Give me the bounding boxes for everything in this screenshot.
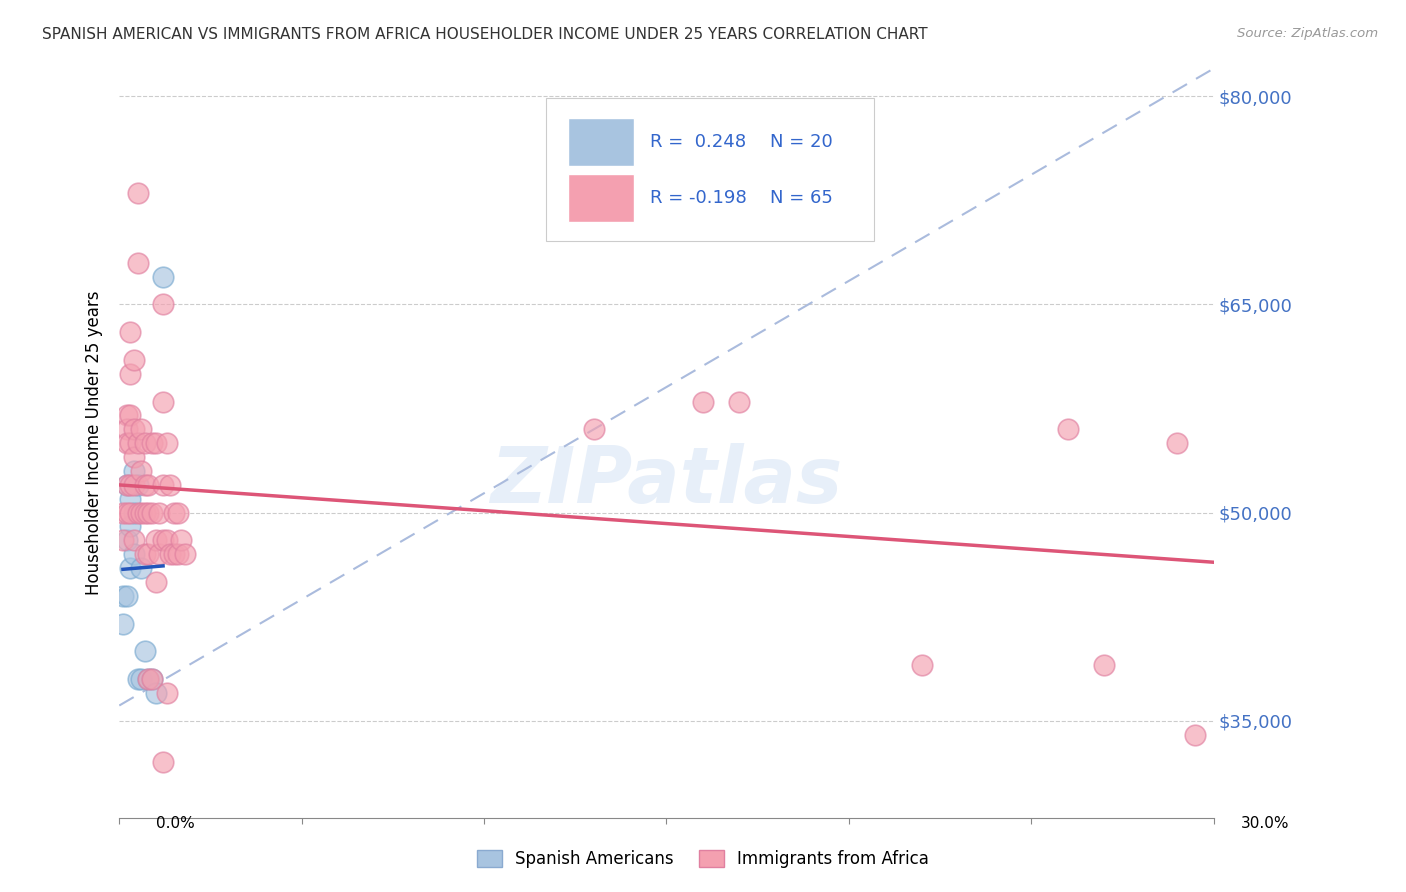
Point <box>111 616 134 631</box>
Point <box>115 409 138 423</box>
Point <box>120 409 142 423</box>
Point <box>170 533 193 548</box>
Point <box>156 533 179 548</box>
Point <box>127 672 149 686</box>
Point <box>138 672 160 686</box>
Point <box>145 436 167 450</box>
Point <box>692 394 714 409</box>
Point <box>122 533 145 548</box>
Point <box>148 506 170 520</box>
Point <box>141 436 163 450</box>
Point <box>159 478 181 492</box>
Text: R = -0.198: R = -0.198 <box>650 189 747 207</box>
Point <box>163 506 186 520</box>
Point <box>582 422 605 436</box>
Point <box>122 547 145 561</box>
Point <box>911 658 934 673</box>
Point <box>1184 728 1206 742</box>
Point <box>1166 436 1188 450</box>
Point <box>152 756 174 770</box>
Point <box>174 547 197 561</box>
Text: Source: ZipAtlas.com: Source: ZipAtlas.com <box>1237 27 1378 40</box>
Point <box>111 506 134 520</box>
Point <box>111 533 134 548</box>
Point <box>166 506 188 520</box>
Point <box>134 547 156 561</box>
Point <box>141 672 163 686</box>
Point <box>134 506 156 520</box>
Point <box>159 547 181 561</box>
Point <box>122 422 145 436</box>
Text: N = 65: N = 65 <box>770 189 834 207</box>
Point <box>141 672 163 686</box>
Point <box>148 547 170 561</box>
Point <box>129 422 152 436</box>
Point <box>115 422 138 436</box>
Point <box>120 367 142 381</box>
FancyBboxPatch shape <box>568 118 634 166</box>
Point <box>145 574 167 589</box>
Point <box>115 478 138 492</box>
Point <box>115 589 138 603</box>
Point <box>129 464 152 478</box>
Point <box>129 506 152 520</box>
Point <box>120 436 142 450</box>
Point <box>111 589 134 603</box>
Point <box>122 464 145 478</box>
Point <box>127 256 149 270</box>
Point <box>120 506 142 520</box>
Text: SPANISH AMERICAN VS IMMIGRANTS FROM AFRICA HOUSEHOLDER INCOME UNDER 25 YEARS COR: SPANISH AMERICAN VS IMMIGRANTS FROM AFRI… <box>42 27 928 42</box>
Point <box>152 269 174 284</box>
Point <box>120 519 142 533</box>
Point <box>127 436 149 450</box>
Point <box>122 478 145 492</box>
Point <box>122 353 145 368</box>
Point <box>138 547 160 561</box>
Point <box>115 436 138 450</box>
FancyBboxPatch shape <box>546 98 875 241</box>
Y-axis label: Householder Income Under 25 years: Householder Income Under 25 years <box>86 291 103 596</box>
Point <box>129 561 152 575</box>
Point <box>728 394 751 409</box>
Point <box>120 491 142 506</box>
Point <box>134 436 156 450</box>
Point <box>145 533 167 548</box>
Point <box>134 478 156 492</box>
Point <box>115 478 138 492</box>
Text: ZIPatlas: ZIPatlas <box>491 442 842 518</box>
Point <box>156 686 179 700</box>
Point <box>120 561 142 575</box>
Point <box>152 297 174 311</box>
Point <box>152 478 174 492</box>
Point <box>145 686 167 700</box>
Text: 30.0%: 30.0% <box>1241 816 1289 831</box>
Legend: Spanish Americans, Immigrants from Africa: Spanish Americans, Immigrants from Afric… <box>470 843 936 875</box>
Point <box>127 186 149 201</box>
Point <box>141 506 163 520</box>
Point <box>152 394 174 409</box>
Point <box>120 478 142 492</box>
Point <box>1056 422 1078 436</box>
Point <box>129 672 152 686</box>
Point <box>166 547 188 561</box>
Point <box>138 506 160 520</box>
Point <box>156 436 179 450</box>
FancyBboxPatch shape <box>568 174 634 222</box>
Point <box>138 672 160 686</box>
Text: N = 20: N = 20 <box>770 133 834 151</box>
Text: 0.0%: 0.0% <box>156 816 195 831</box>
Point <box>134 644 156 658</box>
Point <box>115 506 138 520</box>
Point <box>122 506 145 520</box>
Point <box>1092 658 1115 673</box>
Point <box>120 325 142 339</box>
Text: R =  0.248: R = 0.248 <box>650 133 747 151</box>
Point <box>122 450 145 464</box>
Point <box>163 547 186 561</box>
Point <box>152 533 174 548</box>
Point <box>138 478 160 492</box>
Point <box>127 478 149 492</box>
Point <box>115 533 138 548</box>
Point <box>127 506 149 520</box>
